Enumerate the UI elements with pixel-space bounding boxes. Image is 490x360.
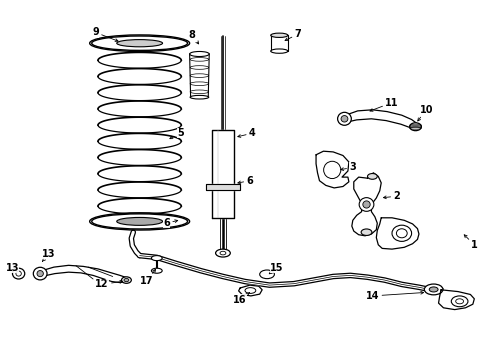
Ellipse shape — [190, 95, 209, 99]
Ellipse shape — [245, 288, 256, 293]
Text: 13: 13 — [42, 249, 56, 261]
Ellipse shape — [270, 49, 288, 53]
Ellipse shape — [117, 217, 163, 225]
Ellipse shape — [424, 284, 443, 295]
Ellipse shape — [151, 268, 162, 273]
Polygon shape — [239, 285, 262, 296]
Text: 11: 11 — [370, 98, 399, 111]
Polygon shape — [439, 290, 474, 310]
Polygon shape — [190, 54, 209, 97]
Polygon shape — [376, 218, 419, 249]
Polygon shape — [212, 130, 234, 218]
Ellipse shape — [151, 256, 162, 261]
Polygon shape — [316, 151, 349, 188]
Ellipse shape — [37, 271, 44, 277]
Ellipse shape — [338, 112, 351, 125]
Ellipse shape — [92, 36, 188, 50]
Ellipse shape — [220, 251, 226, 255]
Ellipse shape — [117, 40, 163, 47]
Ellipse shape — [270, 33, 288, 37]
Ellipse shape — [92, 214, 188, 229]
Ellipse shape — [410, 123, 421, 131]
Text: 8: 8 — [189, 30, 198, 44]
Ellipse shape — [361, 229, 372, 235]
Ellipse shape — [190, 51, 209, 57]
Text: 6: 6 — [238, 176, 253, 186]
Text: 13: 13 — [5, 263, 19, 273]
Ellipse shape — [363, 201, 370, 208]
Polygon shape — [270, 35, 288, 51]
Text: 4: 4 — [238, 128, 256, 138]
Ellipse shape — [124, 279, 129, 282]
Ellipse shape — [451, 296, 468, 307]
Ellipse shape — [392, 225, 412, 242]
Text: 3: 3 — [341, 162, 356, 172]
Ellipse shape — [122, 277, 131, 283]
Text: 15: 15 — [270, 263, 284, 274]
Polygon shape — [206, 184, 240, 190]
Polygon shape — [344, 110, 416, 128]
Ellipse shape — [456, 299, 464, 304]
Ellipse shape — [33, 267, 47, 280]
Text: 1: 1 — [464, 235, 478, 250]
Ellipse shape — [324, 161, 341, 179]
Text: 2: 2 — [384, 191, 400, 201]
Ellipse shape — [341, 116, 348, 122]
Text: 6: 6 — [163, 218, 178, 228]
Ellipse shape — [396, 229, 407, 238]
Text: 16: 16 — [233, 293, 249, 305]
Polygon shape — [39, 265, 127, 283]
Text: 5: 5 — [170, 128, 184, 139]
Ellipse shape — [16, 271, 22, 276]
Ellipse shape — [429, 287, 438, 292]
Ellipse shape — [260, 270, 274, 279]
Ellipse shape — [359, 198, 374, 211]
Text: 7: 7 — [285, 29, 301, 41]
Text: 14: 14 — [366, 291, 423, 301]
Text: 9: 9 — [92, 27, 118, 41]
Ellipse shape — [368, 174, 377, 179]
Polygon shape — [352, 173, 381, 236]
Ellipse shape — [216, 249, 230, 257]
Ellipse shape — [13, 268, 24, 279]
Text: 12: 12 — [95, 279, 123, 289]
Text: 17: 17 — [140, 269, 155, 286]
Text: 10: 10 — [418, 105, 433, 121]
